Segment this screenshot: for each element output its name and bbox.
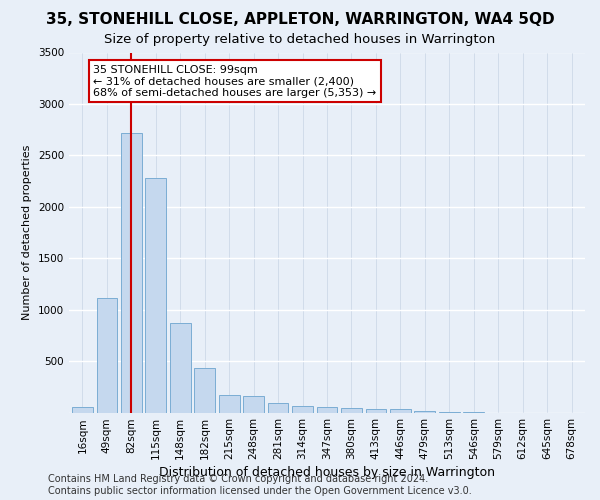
Y-axis label: Number of detached properties: Number of detached properties (22, 145, 32, 320)
Bar (72, 407, 93, 412)
X-axis label: Distribution of detached houses by size in Warrington: Distribution of detached houses by size … (159, 466, 495, 479)
Bar (97, 298, 117, 412)
Bar (219, 394, 239, 412)
Bar (268, 402, 289, 412)
Bar (170, 322, 191, 412)
Text: Size of property relative to detached houses in Warrington: Size of property relative to detached ho… (104, 32, 496, 46)
Text: Contains HM Land Registry data © Crown copyright and database right 2024.
Contai: Contains HM Land Registry data © Crown c… (48, 474, 472, 496)
Bar (194, 368, 215, 412)
Text: 35, STONEHILL CLOSE, APPLETON, WARRINGTON, WA4 5QD: 35, STONEHILL CLOSE, APPLETON, WARRINGTO… (46, 12, 554, 28)
Bar (292, 406, 313, 412)
Bar (317, 407, 337, 412)
Bar (390, 410, 411, 412)
Bar (365, 409, 386, 412)
Bar (415, 411, 435, 412)
Bar (121, 132, 142, 412)
Bar (243, 396, 264, 412)
Text: 35 STONEHILL CLOSE: 99sqm
← 31% of detached houses are smaller (2,400)
68% of se: 35 STONEHILL CLOSE: 99sqm ← 31% of detac… (94, 65, 377, 98)
Bar (145, 178, 166, 412)
Bar (341, 408, 362, 412)
